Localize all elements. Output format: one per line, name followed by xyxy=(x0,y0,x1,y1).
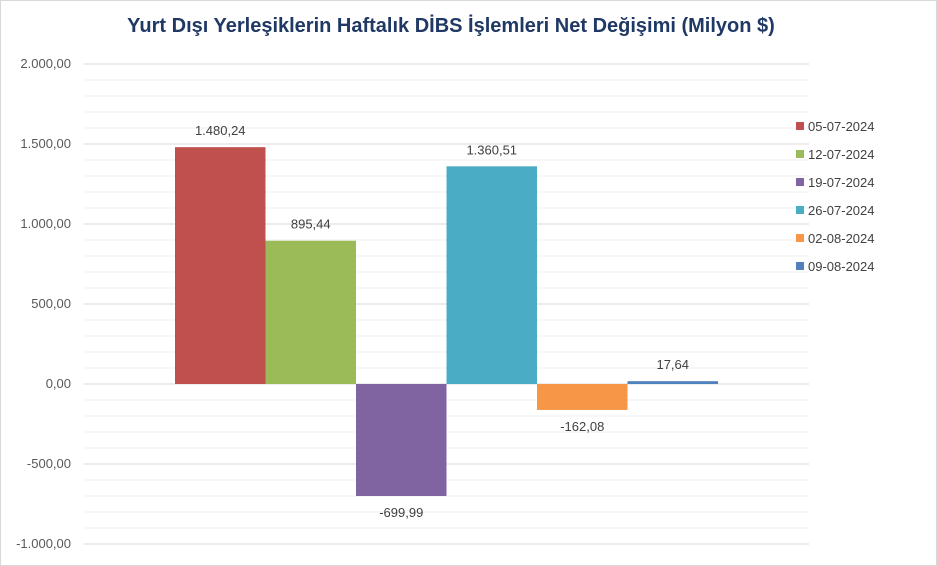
data-label: -162,08 xyxy=(560,419,604,434)
data-label: 1.480,24 xyxy=(195,123,246,138)
legend-swatch xyxy=(796,234,804,242)
legend-label: 26-07-2024 xyxy=(808,203,875,218)
legend-label: 19-07-2024 xyxy=(808,175,875,190)
y-tick-label: 500,00 xyxy=(31,296,71,311)
y-tick-label: 2.000,00 xyxy=(20,56,71,71)
legend-label: 05-07-2024 xyxy=(808,119,875,134)
data-label: -699,99 xyxy=(379,505,423,520)
bar-05-07-2024 xyxy=(175,147,266,384)
bar-02-08-2024 xyxy=(537,384,628,410)
bar-19-07-2024 xyxy=(356,384,447,496)
legend-label: 12-07-2024 xyxy=(808,147,875,162)
y-tick-label: -500,00 xyxy=(27,456,71,471)
legend-label: 02-08-2024 xyxy=(808,231,875,246)
legend-label: 09-08-2024 xyxy=(808,259,875,274)
y-tick-label: -1.000,00 xyxy=(16,536,71,551)
y-tick-label: 0,00 xyxy=(46,376,71,391)
data-label: 17,64 xyxy=(656,357,689,372)
y-tick-label: 1.000,00 xyxy=(20,216,71,231)
legend-swatch xyxy=(796,150,804,158)
bar-26-07-2024 xyxy=(446,166,537,384)
chart-title: Yurt Dışı Yerleşiklerin Haftalık DİBS İş… xyxy=(127,15,775,37)
legend-swatch xyxy=(796,262,804,270)
data-label: 1.360,51 xyxy=(466,142,517,157)
legend-swatch xyxy=(796,206,804,214)
legend-swatch xyxy=(796,122,804,130)
legend-swatch xyxy=(796,178,804,186)
data-label: 895,44 xyxy=(291,217,331,232)
bar-09-08-2024 xyxy=(627,381,718,384)
bar-12-07-2024 xyxy=(265,240,356,384)
y-tick-label: 1.500,00 xyxy=(20,136,71,151)
